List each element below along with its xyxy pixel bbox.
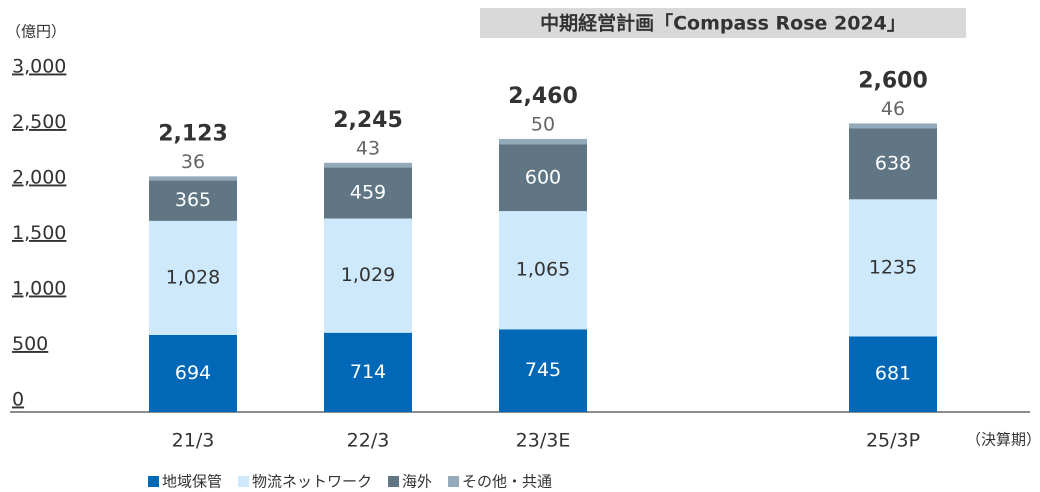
y-tick-label: 1,000 <box>12 278 66 300</box>
bar-segment <box>149 334 237 412</box>
data-label: 714 <box>350 361 386 383</box>
y-tick-label: 2,500 <box>12 111 66 133</box>
bar-segment <box>499 138 587 145</box>
legend-swatch <box>148 476 159 487</box>
banner: 中期経営計画「Compass Rose 2024」 <box>540 12 906 35</box>
data-label: 50 <box>531 113 555 135</box>
total-label: 2,123 <box>158 121 228 146</box>
legend-label: 物流ネットワーク <box>252 473 372 491</box>
data-label: 745 <box>525 359 561 381</box>
data-label: 1,065 <box>516 259 570 281</box>
bar-segment <box>849 128 937 200</box>
bar-segment <box>849 199 937 337</box>
data-label: 46 <box>881 98 905 120</box>
data-label: 600 <box>525 166 561 188</box>
bar-segment <box>324 218 412 333</box>
bar-segment <box>324 167 412 219</box>
x-tick-label: 22/3 <box>347 430 390 452</box>
data-label: 36 <box>181 151 205 173</box>
bar-segment <box>499 329 587 412</box>
bar-segment <box>499 211 587 330</box>
x-tick-label: 25/3P <box>866 430 920 452</box>
legend-label: 地域保管 <box>162 473 222 491</box>
x-tick-label: 23/3E <box>516 430 571 452</box>
unit-label: （億円） <box>6 23 66 41</box>
bar-segment <box>499 144 587 212</box>
bar-segment <box>324 162 412 168</box>
y-tick-label: 500 <box>12 333 48 355</box>
y-tick-label: 0 <box>12 389 24 411</box>
bar-segment <box>849 123 937 129</box>
y-tick-label: 1,500 <box>12 222 66 244</box>
legend-label: その他・共通 <box>462 473 552 491</box>
banner-box <box>480 8 966 38</box>
data-label: 638 <box>875 152 911 174</box>
data-label: 1235 <box>869 256 917 278</box>
legend-swatch <box>448 476 460 487</box>
total-label: 2,245 <box>333 108 403 133</box>
bar-segment <box>149 220 237 335</box>
x-unit-label: （決算期） <box>966 431 1040 449</box>
bar-segment <box>149 176 237 181</box>
data-label: 459 <box>350 182 386 204</box>
data-label: 694 <box>175 362 211 384</box>
total-label: 2,460 <box>508 84 578 109</box>
y-tick-label: 2,000 <box>12 167 66 189</box>
legend-swatch <box>388 476 400 487</box>
legend-swatch <box>238 476 250 487</box>
data-label: 1,028 <box>166 266 220 288</box>
bar-segment <box>849 336 937 412</box>
data-label: 681 <box>875 363 911 385</box>
bar-segment <box>149 180 237 221</box>
data-label: 1,029 <box>341 264 395 286</box>
data-label: 43 <box>356 137 380 159</box>
legend-label: 海外 <box>402 473 432 491</box>
y-tick-label: 3,000 <box>12 56 66 78</box>
data-label: 365 <box>175 189 211 211</box>
x-tick-label: 21/3 <box>172 430 215 452</box>
total-label: 2,600 <box>858 68 928 93</box>
bar-segment <box>324 332 412 412</box>
